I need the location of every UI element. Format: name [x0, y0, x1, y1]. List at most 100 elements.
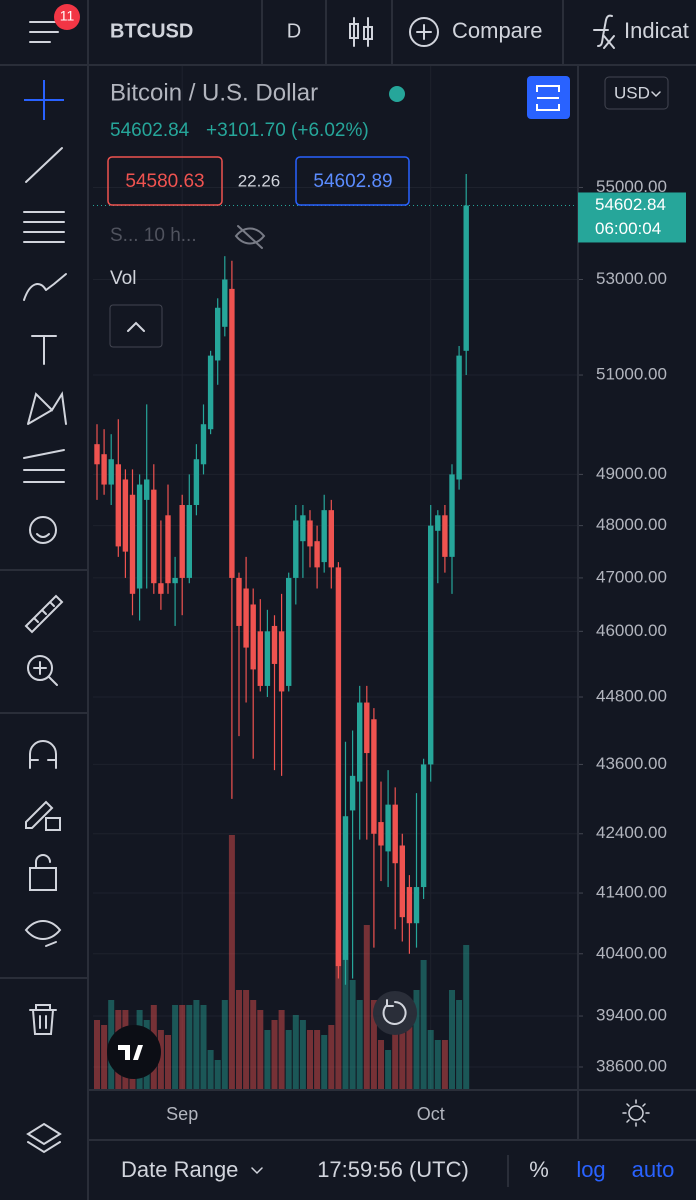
date-range-button[interactable]: Date Range	[121, 1157, 263, 1182]
candle-body	[229, 288, 235, 578]
symbol[interactable]: BTCUSD	[110, 20, 193, 42]
volume-bar	[463, 945, 470, 1090]
volume-bar	[157, 1030, 164, 1090]
volume-bar	[179, 1005, 186, 1090]
y-tick-label: 38600.00	[596, 1056, 667, 1075]
candle-body	[236, 577, 242, 626]
measure-tool[interactable]	[24, 594, 64, 634]
y-tick-label: 55000.00	[596, 177, 667, 196]
logo-bg	[107, 1025, 161, 1079]
sell-button[interactable]: 54580.63	[107, 156, 223, 206]
fullscreen-button[interactable]	[527, 76, 570, 119]
study-legend: S... 10 h...	[110, 225, 197, 246]
clock[interactable]: 17:59:56 (UTC)	[317, 1157, 469, 1182]
tradingview-logo[interactable]	[107, 1025, 161, 1079]
indicators-label: Indicat	[624, 18, 689, 43]
candle-body	[392, 804, 398, 864]
icon-tool[interactable]	[29, 516, 57, 544]
compare-button[interactable]: Compare	[409, 17, 542, 47]
icon	[33, 661, 58, 686]
drawing-tools	[0, 80, 88, 1154]
volume-legend: Vol	[110, 268, 136, 289]
ask: 54602.89	[313, 171, 392, 192]
icon	[349, 23, 359, 39]
indicators-button[interactable]: Indicat	[593, 14, 689, 49]
candle-body	[94, 444, 100, 465]
volume-bar	[207, 1050, 214, 1090]
icon	[593, 14, 615, 49]
volume-bar	[285, 1030, 292, 1090]
volume-bar	[101, 1025, 108, 1090]
candle-body	[399, 845, 405, 918]
menu-button[interactable]: 11	[29, 4, 80, 43]
last-price: 54602.84	[110, 120, 190, 141]
candle-body	[413, 887, 420, 924]
volume-bar	[406, 1000, 413, 1090]
candle-body	[300, 515, 306, 542]
settings-button[interactable]	[622, 1099, 650, 1127]
volume-bar	[172, 1005, 179, 1090]
button	[604, 76, 669, 110]
volume-bar	[228, 835, 235, 1090]
y-tick-label: 44800.00	[596, 686, 667, 705]
candle-body	[165, 515, 171, 584]
remove-tool[interactable]	[29, 1004, 57, 1035]
candle-body	[463, 205, 469, 351]
candle-body	[314, 541, 320, 568]
trend-line-tool[interactable]	[25, 147, 63, 183]
forecast-tool[interactable]	[23, 449, 65, 483]
volume-bar	[378, 1040, 384, 1090]
currency-button[interactable]: USD	[604, 76, 669, 110]
brush-tool[interactable]	[23, 273, 67, 301]
reset-button[interactable]	[373, 991, 417, 1035]
volume-bar	[392, 1030, 399, 1090]
hidden-icon[interactable]	[234, 225, 266, 249]
lock-drawings-tool[interactable]	[25, 800, 61, 831]
date-range: Date Range	[121, 1157, 238, 1182]
x-tick-label: Oct	[417, 1104, 445, 1124]
interval[interactable]: D	[287, 20, 301, 42]
candle-body	[307, 520, 313, 547]
candle-body	[328, 510, 334, 568]
volume-bar	[94, 1020, 100, 1090]
buy-button[interactable]: 54602.89	[295, 156, 410, 206]
lock-tool[interactable]	[29, 854, 57, 891]
y-tick-label: 41400.00	[596, 883, 667, 902]
volume-bar	[214, 1060, 221, 1090]
percent-toggle[interactable]: %	[529, 1157, 549, 1182]
crosshair-tool[interactable]	[24, 80, 64, 120]
fib-tool[interactable]	[23, 211, 65, 243]
candle-body	[371, 719, 377, 834]
magnet-tool[interactable]	[29, 740, 57, 769]
candle-body	[286, 577, 292, 686]
log-toggle[interactable]: log	[576, 1157, 605, 1182]
candle-body	[158, 583, 164, 594]
volume-bar	[193, 1000, 200, 1090]
button	[109, 304, 163, 348]
icon	[409, 17, 439, 47]
zoom-tool[interactable]	[27, 655, 58, 686]
candle-body	[406, 887, 413, 924]
hide-tool[interactable]	[24, 920, 62, 947]
market-status	[389, 86, 405, 102]
chart-style-button[interactable]	[349, 17, 373, 47]
candle-body	[144, 479, 150, 500]
volume-bar	[427, 1030, 434, 1090]
candle-body	[357, 702, 363, 782]
volume-bar	[399, 1030, 406, 1090]
candle-body	[222, 279, 228, 327]
volume-bar	[165, 1035, 171, 1090]
volume-bar	[413, 990, 420, 1090]
volume-bar	[370, 1000, 377, 1090]
candle-body	[271, 625, 278, 664]
object-tree[interactable]	[26, 1122, 62, 1154]
text-tool[interactable]	[31, 335, 57, 365]
auto-toggle[interactable]: auto	[632, 1157, 675, 1182]
volume-bar	[250, 1000, 257, 1090]
icon	[536, 85, 560, 111]
candle-body	[243, 588, 249, 648]
collapse-legend[interactable]	[109, 304, 163, 348]
pattern-tool[interactable]	[27, 391, 67, 425]
y-tick-label: 48000.00	[596, 515, 667, 534]
